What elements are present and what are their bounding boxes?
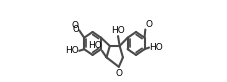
Text: O: O <box>72 25 79 34</box>
Text: O: O <box>115 69 122 78</box>
Text: HO: HO <box>65 46 79 55</box>
Text: O: O <box>72 20 79 30</box>
Text: HO: HO <box>149 43 163 52</box>
Text: O: O <box>146 20 153 29</box>
Text: HO: HO <box>88 41 102 50</box>
Text: HO: HO <box>111 26 125 35</box>
